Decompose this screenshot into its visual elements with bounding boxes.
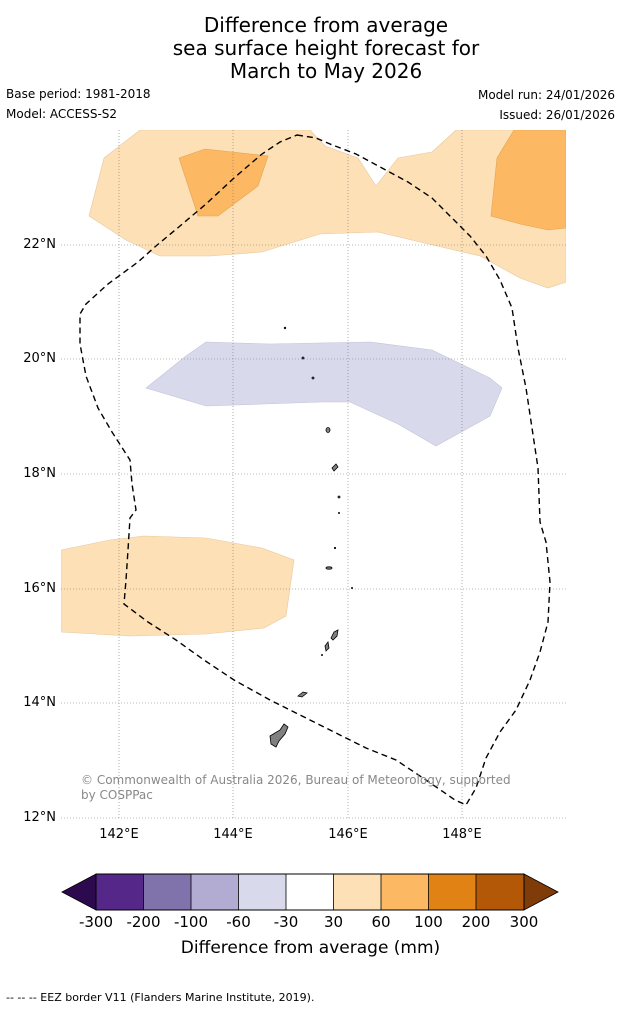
lon-label-146e: 146°E (328, 827, 368, 842)
issued-text: Issued: 26/01/2026 (499, 108, 615, 122)
lat-label-16n: 16°N (23, 581, 56, 596)
colorbar-bin-m30-30 (286, 874, 334, 910)
model-text: Model: ACCESS-S2 (6, 107, 118, 121)
map-gridlines (61, 130, 566, 819)
lat-label-22n: 22°N (23, 237, 56, 252)
colorbar-extend-high (523, 873, 559, 911)
anomaly-region-60-100-northeast (490, 130, 566, 231)
guam (269, 723, 289, 748)
colorbar-bin-200-300 (476, 874, 524, 910)
colorbar-tick-60: 60 (371, 913, 391, 931)
eez-border (79, 134, 551, 806)
eez-legend-note: -- -- -- EEZ border V11 (Flanders Marine… (6, 991, 315, 1004)
model-run-text: Model run: 24/01/2026 (477, 88, 615, 102)
lon-label-148e: 148°E (442, 827, 482, 842)
colorbar-tick-m100: -100 (173, 913, 209, 931)
colorbar (61, 873, 559, 911)
lon-label-142e: 142°E (99, 827, 139, 842)
title-line-1: Difference from average (203, 13, 449, 37)
colorbar-tick-30: 30 (323, 913, 344, 931)
colorbar-bin-60-100 (381, 874, 429, 910)
colorbar-tick-m200: -200 (126, 913, 161, 931)
anomaly-region-30-60-southwest (61, 535, 295, 637)
colorbar-tick-m300: -300 (78, 913, 114, 931)
lat-label-20n: 20°N (23, 351, 56, 366)
title-line-3: March to May 2026 (229, 59, 423, 83)
colorbar-bin-m200-m100 (143, 874, 191, 910)
copyright-line-1: © Commonwealth of Australia 2026, Bureau… (81, 773, 511, 787)
colorbar-bin-100-200 (428, 874, 476, 910)
map-panel (61, 130, 566, 819)
colorbar-tick-m60: -60 (226, 913, 251, 931)
lat-label-12n: 12°N (23, 810, 56, 825)
colorbar-tick-200: 200 (461, 913, 491, 931)
copyright-note: © Commonwealth of Australia 2026, Bureau… (81, 773, 511, 803)
colorbar-bin-m60-m30 (238, 874, 286, 910)
colorbar-title: Difference from average (mm) (180, 938, 441, 958)
anomaly-region-60-100-northwest (178, 148, 269, 217)
lon-label-144e: 144°E (213, 827, 253, 842)
colorbar-tick-100: 100 (414, 913, 443, 931)
base-period-text: Base period: 1981-2018 (6, 87, 151, 101)
lat-label-18n: 18°N (23, 466, 56, 481)
colorbar-tick-m30: -30 (273, 913, 299, 931)
islands (269, 326, 353, 748)
anomaly-region-neg30-neg60 (145, 341, 503, 447)
chart-title: Difference from average sea surface heig… (0, 14, 621, 83)
colorbar-bin-m100-m60 (191, 874, 239, 910)
colorbar-bin-30-60 (333, 874, 381, 910)
lat-label-14n: 14°N (23, 695, 56, 710)
colorbar-bin-m300-m200 (96, 874, 144, 910)
title-line-2: sea surface height forecast for (172, 36, 480, 60)
copyright-line-2: by COSPPac (81, 788, 153, 802)
colorbar-extend-low (61, 873, 97, 911)
colorbar-tick-300: 300 (509, 913, 539, 931)
colorbar-frame (95, 873, 525, 911)
colorbar-dividers (143, 874, 477, 910)
